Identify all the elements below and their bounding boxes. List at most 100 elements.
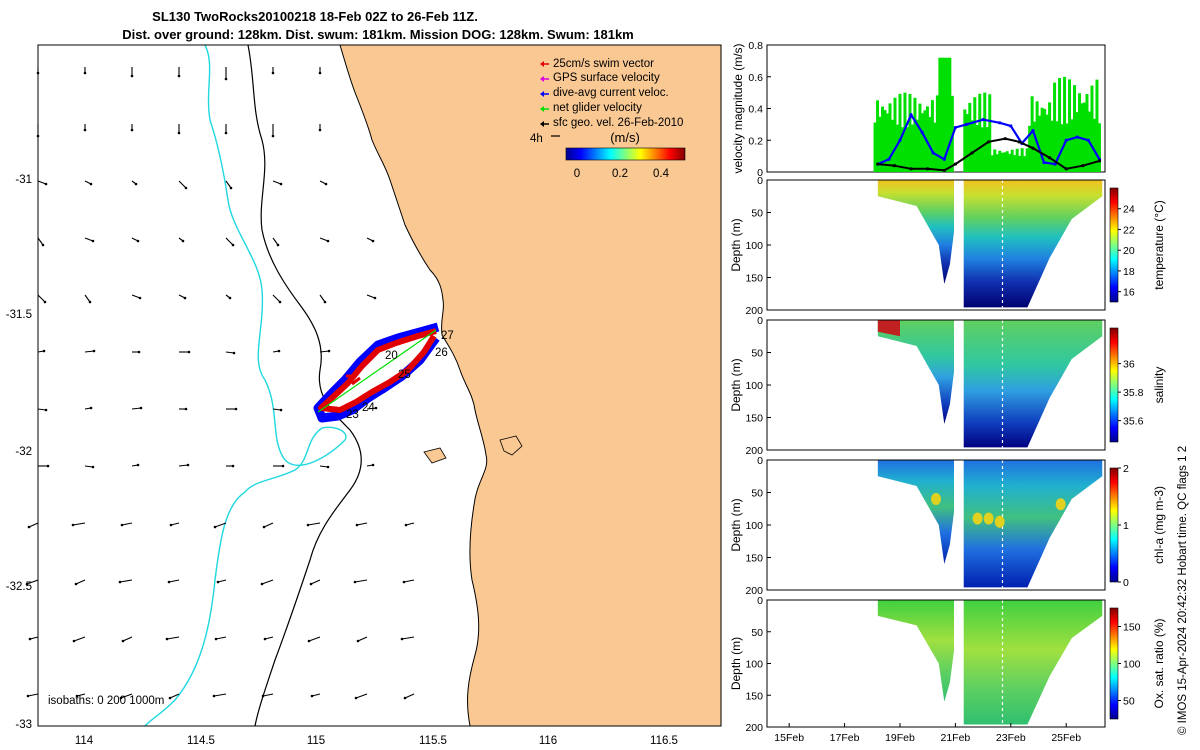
section-right-block [963,600,1103,725]
time-axis: 15Feb 17Feb 19Feb 21Feb 23Feb 25Feb [774,723,1081,744]
velocity-arrow [72,636,86,643]
velocity-arrow [179,407,188,411]
velocity-arrow [28,636,39,641]
velocity-arrow [74,579,86,586]
y-tick: 150 [745,273,763,285]
y-tick: -31.5 [6,309,32,321]
chl-a-panel: 0 50 100 150 200 Depth (m) 0 1 2 chl-a (mg m-3) [729,455,1166,597]
series-point [892,164,897,168]
velocity-arrow [84,406,93,410]
legend-entry: net glider velocity [553,102,642,114]
figure-title-line2: Dist. over ground: 128km. Dist. swum: 18… [122,27,634,42]
isobaths-note: isobaths: 0 200 1000m [48,695,164,707]
velocity-arrow [84,294,92,304]
green-arrow-icon [540,106,549,112]
velocity-arrow [272,180,283,186]
velocity-arrow [131,237,140,243]
colorbar-tick: 50 [1123,696,1135,708]
velocity-arrow [83,124,87,132]
velocity-arrow [84,237,95,243]
velocity-arrow [306,522,321,527]
y-tick: -31 [15,174,32,186]
velocity-arrow [318,124,322,132]
series-point [970,151,974,155]
section-right-block [963,180,1103,308]
series-point [998,121,1002,125]
y-tick: 50 [751,488,763,500]
y-tick: 200 [745,305,763,317]
high-salinity-patch [877,320,900,337]
velocity-arrow [403,693,415,700]
y-tick: -32.5 [6,581,32,593]
salinity-colorbar [1109,327,1119,443]
colorbar-tick: 1 [1123,520,1129,532]
day-labels: 20 24 25 26 27 23 [346,330,454,421]
velocity-arrow [167,579,180,584]
velocity-arrow [402,579,415,584]
velocity-arrow [177,67,181,78]
velocity-arrow [131,294,142,300]
chl-a-colorbar [1109,467,1119,583]
oxygen-colorbar [1109,607,1119,720]
series-point [931,151,935,155]
series-point [1031,129,1035,133]
y-tick: 0 [757,595,763,607]
velocity-arrow [27,522,39,529]
glider-track [313,322,440,423]
velocity-arrow [319,180,328,186]
figure-title-line1: SL130 TwoRocks20100218 18-Feb 02Z to 26-… [152,9,478,24]
isobath-1000 [144,45,347,726]
series-point [1075,135,1079,139]
velocity-arrow [165,636,180,641]
y-tick: 200 [745,585,763,597]
series-point [1097,159,1102,163]
velocity-arrow [225,180,233,190]
y-tick: 0 [757,175,763,187]
blue-arrow-icon [540,91,549,97]
y-tick: 50 [751,627,763,639]
series-point [1009,124,1013,128]
magenta-arrow-icon [540,76,549,82]
x-tick: 115.5 [419,735,447,747]
chl-max-patch [994,515,1005,528]
velocity-arrow [118,579,133,584]
velocity-arrow [366,406,378,410]
island [499,435,523,456]
series-point [1047,156,1052,160]
velocity-arrow [131,463,140,467]
velocity-arrow [355,522,368,527]
series-point [942,157,946,161]
colorbar-tick: 35.8 [1123,387,1144,399]
velocity-arrow [272,408,283,412]
velocity-arrow [84,465,95,469]
coastline [339,45,488,726]
x-tick: 21Feb [941,732,971,744]
x-tick: 23Feb [996,732,1026,744]
legend-entry: GPS surface velocity [553,72,660,84]
velocity-arrow [366,463,375,467]
day-label: 23 [346,409,359,421]
y-tick: 50 [751,348,763,360]
velocity-arrow [84,349,96,353]
y-tick: 200 [745,722,763,734]
velocity-arrow [260,579,274,586]
velocity-arrow [75,693,86,698]
section-left-block [877,180,955,284]
velocity-arrow [319,294,327,304]
y-tick: 0 [757,167,763,179]
velocity-arrow [120,522,133,527]
velocity-arrow [132,350,141,354]
red-arrow-icon [540,61,549,67]
y-tick: 0 [757,455,763,467]
x-tick: 116.5 [650,735,678,747]
velocity-arrow [38,464,50,468]
velocity-arrow [273,464,285,468]
x-tick: 15Feb [774,732,804,744]
map-legend: 25cm/s swim vector GPS surface velocity … [530,58,686,180]
velocity-arrow [225,294,232,300]
x-tick: 114.5 [187,735,215,747]
day-label: 24 [362,402,375,414]
series-point [953,125,957,130]
velocity-arrow [178,463,190,467]
